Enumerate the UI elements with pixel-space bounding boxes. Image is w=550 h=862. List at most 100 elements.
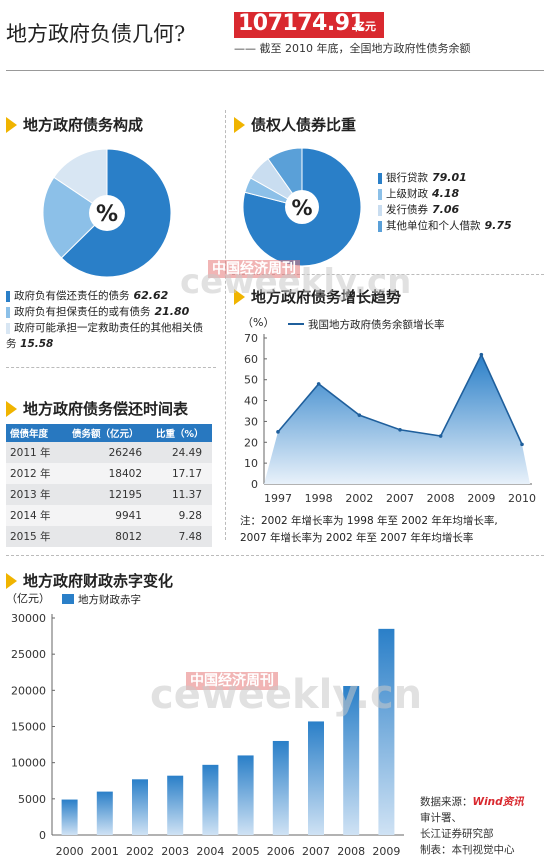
table-header-row: 偿债年度 债务额（亿元） 比重（%） — [6, 424, 212, 442]
growth-area — [264, 354, 530, 484]
table-cell: 9941 — [68, 505, 152, 526]
deficit-x-tick-label: 2007 — [302, 845, 330, 858]
growth-point — [398, 427, 402, 432]
legend-swatch — [6, 290, 10, 302]
legend-label: 发行债券 — [386, 204, 428, 216]
table-row: 2014 年 9941 9.28 — [6, 505, 212, 526]
deficit-bar — [61, 799, 78, 835]
growth-heading-text: 地方政府债务增长趋势 — [251, 288, 402, 306]
table-cell: 9.28 — [152, 505, 212, 526]
table-cell: 2011 年 — [6, 442, 68, 463]
growth-x-tick-label: 1997 — [264, 492, 292, 505]
deficit-heading: 地方政府财政赤字变化 — [6, 570, 173, 591]
pie-slice — [42, 176, 108, 259]
growth-note: 注：2002 年增长率为 1998 年至 2002 年年均增长率, 2007 年… — [240, 513, 498, 547]
creditors-legend-item: 银行贷款 79.01 — [378, 170, 512, 186]
source-line: 制表：本刊视觉中心 — [420, 844, 515, 856]
watermark-cn-2: 中国经济周刊 — [186, 670, 278, 690]
source-line: 数据来源：Wind资讯 — [420, 794, 524, 810]
table-cell: 7.48 — [152, 526, 212, 547]
table-cell: 12195 — [68, 484, 152, 505]
column-header: 债务额（亿元） — [68, 424, 152, 442]
deficit-bar — [378, 628, 395, 835]
column-header: 比重（%） — [152, 424, 212, 442]
legend-value: 79.01 — [432, 171, 467, 184]
pie-center-hole — [89, 195, 125, 231]
legend-label: 上级财政 — [386, 188, 428, 200]
table-cell: 2014 年 — [6, 505, 68, 526]
legend-value: 21.80 — [154, 305, 190, 318]
creditors-legend-item: 发行债券 7.06 — [378, 202, 512, 218]
creditors-pie: % — [242, 147, 362, 267]
deficit-x-tick-label: 2002 — [126, 845, 154, 858]
bottom-section-divider — [6, 555, 544, 556]
growth-point — [479, 352, 484, 357]
legend-swatch — [378, 204, 382, 216]
table-row: 2015 年 8012 7.48 — [6, 526, 212, 547]
right-section-divider — [232, 274, 544, 275]
page-title: 地方政府负债几何? — [6, 22, 186, 46]
deficit-y-tick-label: 25000 — [11, 648, 46, 661]
pie-slice — [53, 148, 108, 214]
legend-value: 62.62 — [133, 289, 169, 302]
maturity-table: 偿债年度 债务额（亿元） 比重（%） 2011 年 26246 24.49 2012… — [6, 424, 212, 547]
creditors-pie-center-label: % — [291, 196, 312, 220]
creditors-legend-item: 上级财政 4.18 — [378, 186, 512, 202]
deficit-x-tick-label: 2003 — [161, 845, 189, 858]
source-line: 长江证券研究部 — [420, 828, 494, 840]
growth-legend-label: 我国地方政府债务余额增长率 — [308, 318, 445, 331]
source-block: 数据来源：Wind资讯 审计署、 长江证券研究部 制表：本刊视觉中心 — [420, 794, 524, 858]
growth-point — [276, 430, 280, 434]
legend-value: 7.06 — [432, 203, 460, 216]
section-marker-icon — [6, 116, 17, 133]
deficit-x-tick-label: 2001 — [91, 845, 119, 858]
table-row: 2011 年 26246 24.49 — [6, 442, 212, 463]
left-section-divider — [6, 367, 216, 368]
deficit-legend-swatch — [62, 594, 74, 604]
watermark-cn: 中国经济周刊 — [208, 258, 300, 278]
growth-point — [357, 413, 362, 417]
composition-legend-item: 政府可能承担一定救助责任的其他相关债务 15.58 — [6, 320, 212, 352]
deficit-y-tick-label: 5000 — [18, 793, 46, 806]
growth-x-tick-label: 2008 — [427, 492, 455, 505]
source-line: 审计署、 — [420, 812, 462, 824]
maturity-heading: 地方政府债务偿还时间表 — [6, 398, 188, 419]
legend-swatch — [378, 220, 382, 232]
growth-note-line: 注：2002 年增长率为 1998 年至 2002 年年均增长率, — [240, 515, 498, 527]
growth-x-tick-label: 2010 — [508, 492, 536, 505]
table-cell: 18402 — [68, 463, 152, 484]
deficit-bar — [343, 685, 360, 835]
table-cell: 24.49 — [152, 442, 212, 463]
composition-pie-center-label: % — [96, 202, 118, 227]
hero-caption: —— 截至 2010 年底，全国地方政府性债务余额 — [234, 42, 471, 55]
legend-swatch — [378, 188, 382, 200]
growth-x-tick-label: 2002 — [345, 492, 373, 505]
legend-value: 15.58 — [16, 338, 54, 350]
table-cell: 11.37 — [152, 484, 212, 505]
legend-label: 政府负有偿还责任的债务 — [14, 290, 130, 302]
creditors-heading-text: 债权人债券比重 — [251, 116, 357, 134]
hero-unit: 亿元 — [354, 20, 376, 33]
table-row: 2013 年 12195 11.37 — [6, 484, 212, 505]
creditors-legend-item: 其他单位和个人借款 9.75 — [378, 218, 512, 234]
deficit-legend-label: 地方财政赤字 — [78, 593, 141, 606]
watermark-cn-text: 中国经济周刊 — [208, 260, 300, 278]
growth-y-axis-label: （%） — [242, 316, 274, 329]
growth-x-tick-label: 2007 — [386, 492, 414, 505]
creditors-legend: 银行贷款 79.01 上级财政 4.18 发行债券 7.06 其他单位和个人借款… — [378, 170, 512, 234]
deficit-bar — [167, 775, 184, 835]
growth-y-tick-label: 50 — [244, 374, 258, 387]
legend-label: 政府负有担保责任的或有债务 — [14, 306, 151, 318]
growth-point — [316, 382, 321, 386]
section-marker-icon — [6, 572, 17, 589]
table-cell: 2012 年 — [6, 463, 68, 484]
deficit-bar — [237, 755, 254, 835]
hero-value: 107174.91 — [238, 11, 365, 36]
composition-pie: % — [42, 148, 172, 278]
creditors-heading: 债权人债券比重 — [234, 114, 356, 135]
composition-heading-text: 地方政府债务构成 — [23, 116, 144, 134]
growth-y-tick-label: 60 — [244, 353, 258, 366]
growth-y-tick-label: 30 — [244, 415, 258, 428]
pie-center-hole — [285, 190, 319, 224]
header-divider — [6, 70, 544, 71]
